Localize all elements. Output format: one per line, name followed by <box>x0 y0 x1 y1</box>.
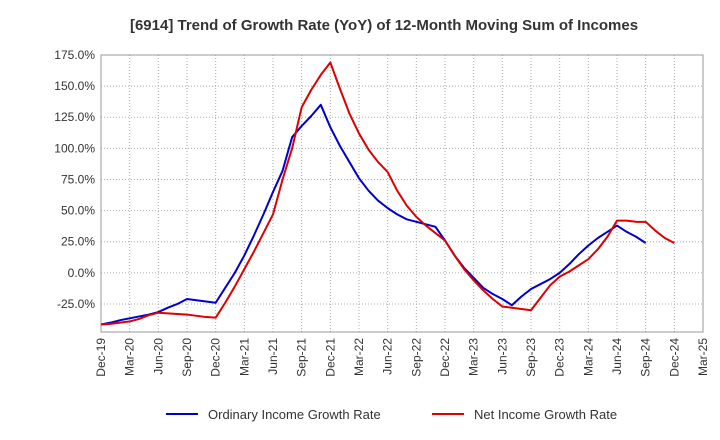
y-tick-label: 175.0% <box>54 48 95 62</box>
legend-label-1: Ordinary Income Growth Rate <box>208 407 381 422</box>
x-tick-label: Jun-20 <box>151 338 165 375</box>
y-tick-label: 100.0% <box>54 141 95 155</box>
x-axis: Dec-19 Mar-20 Jun-20 Sep-20 Dec-20 Mar-21 Jun-… <box>94 338 710 377</box>
x-tick-label: Dec-19 <box>94 338 108 377</box>
x-tick-label: Dec-21 <box>323 338 337 377</box>
x-tick-label: Sep-23 <box>524 338 538 377</box>
x-tick-label: Jun-21 <box>266 338 280 375</box>
x-tick-label: Sep-22 <box>409 338 423 377</box>
series-line-1 <box>100 103 647 326</box>
x-tick-label: Dec-20 <box>209 338 223 377</box>
chart-title: [6914] Trend of Growth Rate (YoY) of 12-… <box>130 17 638 34</box>
x-tick-label: Jun-22 <box>381 338 395 375</box>
x-tick-label: Dec-22 <box>438 338 452 377</box>
x-tick-label: Mar-22 <box>352 338 366 376</box>
y-tick-label: -25.0% <box>57 297 95 311</box>
series-line-2 <box>100 61 675 326</box>
x-tick-label: Dec-23 <box>553 338 567 377</box>
y-axis: -25.0% 0.0% 25.0% 50.0% 75.0% 100.0% 125.0% 150… <box>54 48 95 311</box>
y-tick-label: 50.0% <box>61 204 95 218</box>
x-tick-label: Mar-25 <box>696 338 710 376</box>
x-tick-label: Sep-21 <box>295 338 309 377</box>
series-lines <box>100 61 675 326</box>
y-tick-label: 150.0% <box>54 79 95 93</box>
y-tick-label: 75.0% <box>61 172 95 186</box>
plot-frame <box>100 54 704 333</box>
y-tick-label: 125.0% <box>54 110 95 124</box>
legend: Ordinary Income Growth Rate Net Income Gr… <box>166 407 617 422</box>
legend-label-2: Net Income Growth Rate <box>474 407 617 422</box>
x-tick-label: Sep-20 <box>180 338 194 377</box>
y-tick-label: 0.0% <box>68 266 96 280</box>
x-tick-label: Mar-20 <box>123 338 137 376</box>
grid <box>100 54 704 332</box>
y-tick-label: 25.0% <box>61 235 95 249</box>
x-tick-label: Mar-21 <box>237 338 251 376</box>
x-tick-label: Mar-23 <box>467 338 481 376</box>
x-tick-label: Jun-24 <box>610 338 624 375</box>
x-tick-label: Sep-24 <box>639 338 653 377</box>
x-tick-label: Jun-23 <box>495 338 509 375</box>
x-tick-label: Mar-24 <box>581 338 595 376</box>
x-tick-label: Dec-24 <box>667 338 681 377</box>
